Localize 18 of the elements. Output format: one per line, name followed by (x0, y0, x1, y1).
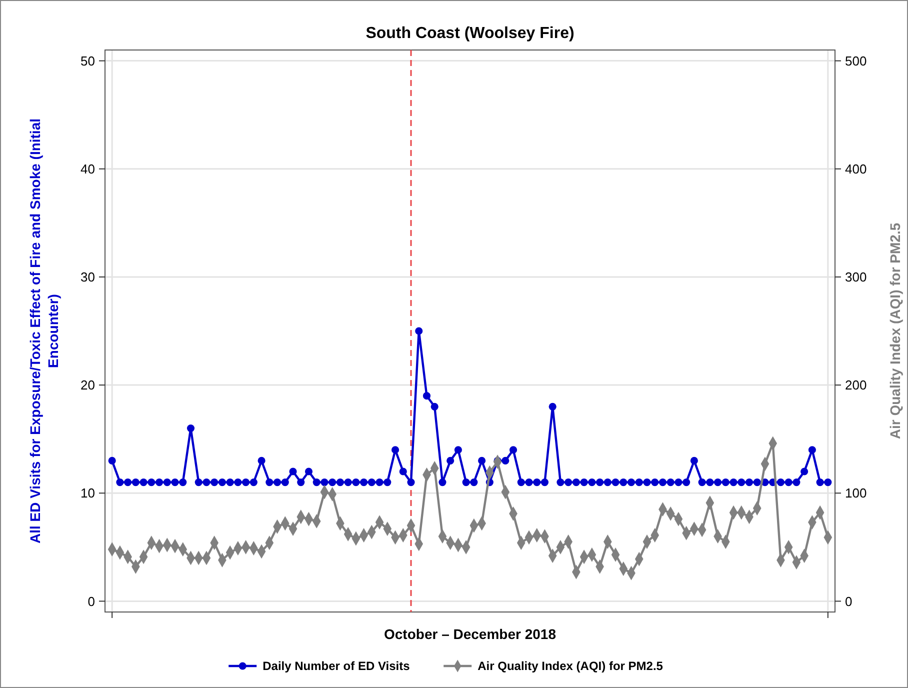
chart-title: South Coast (Woolsey Fire) (366, 25, 574, 42)
y2-tick-label: 200 (845, 378, 867, 393)
y-tick-label: 50 (80, 53, 95, 68)
y2-tick-label: 300 (845, 270, 867, 285)
y-axis-title: All ED Visits for Exposure/Toxic Effect of Fire and Smoke (Initial Encounter) (27, 118, 61, 544)
y2-axis-title: Air Quality Index (AQI) for PM2.5 (887, 222, 903, 440)
y-tick-label: 10 (80, 486, 95, 501)
y2-tick-label: 500 (845, 53, 867, 68)
y2-tick-label: 0 (845, 594, 852, 609)
y-tick-label: 40 (80, 161, 95, 176)
y-tick-label: 0 (88, 594, 95, 609)
y2-tick-label: 400 (845, 161, 867, 176)
y2-tick-label: 100 (845, 486, 867, 501)
legend-label: Air Quality Index (AQI) for PM2.5 (478, 659, 664, 674)
y-tick-label: 20 (80, 378, 95, 393)
x-axis-title: October – December 2018 (384, 626, 556, 642)
legend-label: Daily Number of ED Visits (262, 659, 410, 674)
y-tick-label: 30 (80, 270, 95, 285)
